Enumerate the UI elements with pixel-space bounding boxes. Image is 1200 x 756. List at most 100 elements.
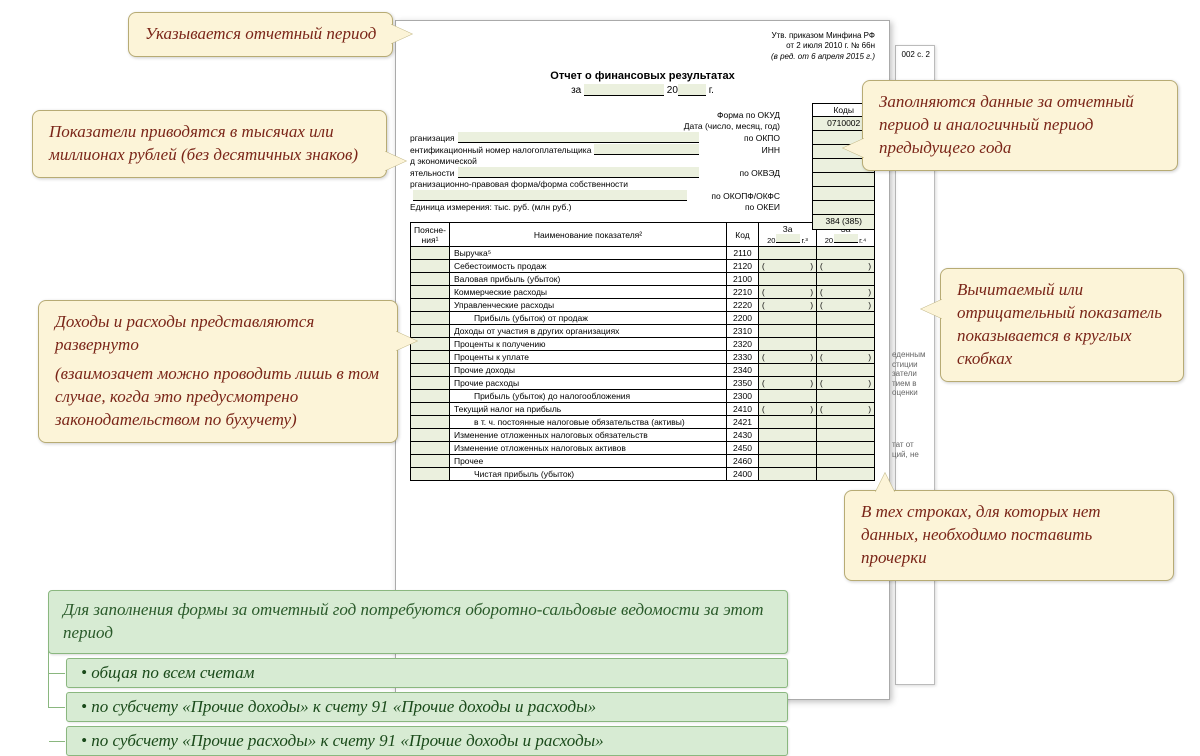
- th-explanations: Поясне- ния¹: [411, 223, 450, 247]
- th-za: За: [783, 224, 793, 234]
- cell-value1: [759, 312, 817, 325]
- cell-value2: [817, 338, 875, 351]
- table-row: Изменение отложенных налоговых активов24…: [411, 442, 875, 455]
- cell-code: 2450: [727, 442, 759, 455]
- meta-l: рганизационно-правовая форма/форма собст…: [410, 179, 628, 189]
- cell-explanation: [411, 377, 450, 390]
- table-row: Выручка⁵2110: [411, 247, 875, 260]
- cell-value1: [759, 455, 817, 468]
- cell-explanation: [411, 429, 450, 442]
- table-row: Прочие расходы2350: [411, 377, 875, 390]
- cell-value1: [759, 468, 817, 481]
- cell-value2: [817, 299, 875, 312]
- meta-r: Дата (число, месяц, год): [660, 121, 780, 131]
- approval-block: Утв. приказом Минфина РФ от 2 июля 2010 …: [410, 31, 875, 62]
- table-row: в т. ч. постоянные налоговые обязательст…: [411, 416, 875, 429]
- cell-value2: [817, 468, 875, 481]
- bg-page-label: 002 с. 2: [896, 46, 934, 59]
- cell-value1: [759, 299, 817, 312]
- cell-value1: [759, 260, 817, 273]
- green-connector: [48, 646, 49, 708]
- cell-value2: [817, 390, 875, 403]
- code-empty: [813, 173, 874, 187]
- table-row: Валовая прибыль (убыток)2100: [411, 273, 875, 286]
- th-yr: 20: [767, 236, 775, 245]
- cell-code: 2350: [727, 377, 759, 390]
- cell-value2: [817, 429, 875, 442]
- callout-text: В тех строках, для которых нет данных, н…: [861, 502, 1101, 567]
- cell-explanation: [411, 247, 450, 260]
- cell-value1: [759, 247, 817, 260]
- table-row: Прибыль (убыток) от продаж2200: [411, 312, 875, 325]
- cell-name: Управленческие расходы: [449, 299, 726, 312]
- meta-r: по ОКВЭД: [702, 168, 780, 178]
- meta-line: [458, 132, 699, 143]
- th-blank: [776, 234, 800, 243]
- table-row: Проценты к уплате2330: [411, 351, 875, 364]
- cell-explanation: [411, 416, 450, 429]
- meta-l: ентификационный номер налогоплательщика: [410, 145, 591, 155]
- cell-name: Прочее: [449, 455, 726, 468]
- cell-name: Изменение отложенных налоговых обязатель…: [449, 429, 726, 442]
- table-row: Коммерческие расходы2210: [411, 286, 875, 299]
- meta-l: Единица измерения: тыс. руб. (млн руб.): [410, 202, 572, 212]
- meta-r: ИНН: [702, 145, 780, 155]
- cell-name: Чистая прибыль (убыток): [449, 468, 726, 481]
- cell-code: 2400: [727, 468, 759, 481]
- cell-explanation: [411, 351, 450, 364]
- meta-r: Форма по ОКУД: [702, 110, 780, 120]
- callout-text: Показатели приводятся в тысячах или милл…: [49, 122, 358, 164]
- green-item: • по субсчету «Прочие расходы» к счету 9…: [66, 726, 788, 756]
- meta-line: [413, 190, 687, 201]
- cell-code: 2200: [727, 312, 759, 325]
- table-body: Выручка⁵2110Себестоимость продаж2120 Вал…: [411, 247, 875, 481]
- cell-explanation: [411, 468, 450, 481]
- green-item: • по субсчету «Прочие доходы» к счету 91…: [66, 692, 788, 722]
- th-g: г.⁴: [859, 236, 866, 245]
- cell-value1: [759, 416, 817, 429]
- th-yr: 20: [825, 236, 833, 245]
- cell-code: 2460: [727, 455, 759, 468]
- approval-line: от 2 июля 2010 г. № 66н: [410, 41, 875, 51]
- callout-tail-icon: [921, 299, 943, 319]
- callout-dashes: В тех строках, для которых нет данных, н…: [844, 490, 1174, 581]
- approval-line: Утв. приказом Минфина РФ: [410, 31, 875, 41]
- cell-value1: [759, 364, 817, 377]
- cell-code: 2421: [727, 416, 759, 429]
- callout-tail-icon: [390, 24, 412, 44]
- cell-explanation: [411, 273, 450, 286]
- period-yr: 20: [667, 85, 678, 96]
- callout-tail-icon: [875, 473, 895, 493]
- callout-periods-data: Заполняются данные за отчетный период и …: [862, 80, 1178, 171]
- meta-l: ятельности: [410, 168, 455, 178]
- th-code: Код: [727, 223, 759, 247]
- code-okei: 384 (385): [813, 215, 874, 229]
- period-za: за: [571, 85, 581, 96]
- cell-value2: [817, 286, 875, 299]
- cell-explanation: [411, 364, 450, 377]
- cell-name: Текущий налог на прибыль: [449, 403, 726, 416]
- period-g: г.: [709, 85, 714, 96]
- period-line: за 20 г.: [410, 84, 875, 96]
- green-item: • общая по всем счетам: [66, 658, 788, 688]
- meta-r: по ОКЕИ: [702, 202, 780, 212]
- table-row: Текущий налог на прибыль2410: [411, 403, 875, 416]
- callout-text: Указывается отчетный период: [145, 24, 376, 43]
- cell-code: 2310: [727, 325, 759, 338]
- period-blank: [584, 84, 664, 96]
- approval-line: (в ред. от 6 апреля 2015 г.): [410, 52, 875, 62]
- th-name: Наименование показателя²: [449, 223, 726, 247]
- callout-parentheses: Вычитаемый или отрицательный показатель …: [940, 268, 1184, 382]
- table-row: Чистая прибыль (убыток)2400: [411, 468, 875, 481]
- code-empty: [813, 201, 874, 215]
- cell-value1: [759, 273, 817, 286]
- cell-value2: [817, 403, 875, 416]
- cell-name: Валовая прибыль (убыток): [449, 273, 726, 286]
- callout-tail-icon: [384, 151, 406, 171]
- cell-value1: [759, 442, 817, 455]
- meta-line: [594, 144, 699, 155]
- meta-l: рганизация: [410, 133, 455, 143]
- table-row: Прибыль (убыток) до налогообложения2300: [411, 390, 875, 403]
- table-row: Управленческие расходы2220: [411, 299, 875, 312]
- cell-explanation: [411, 286, 450, 299]
